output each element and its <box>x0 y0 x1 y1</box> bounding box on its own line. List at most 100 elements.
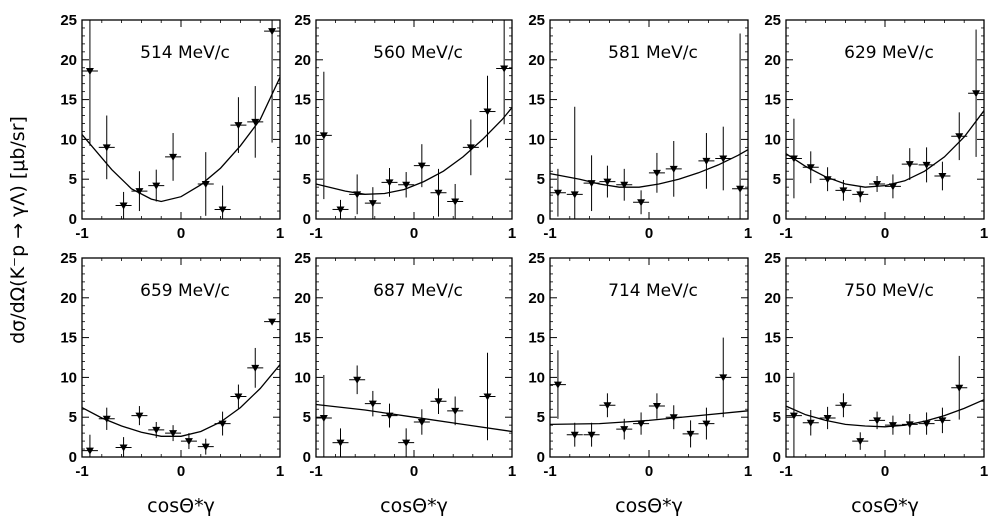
y-tick-label: 0 <box>773 449 781 466</box>
y-tick-label: 15 <box>294 330 311 347</box>
data-point <box>336 206 345 214</box>
data-point <box>201 180 210 188</box>
fit-curve <box>315 107 513 195</box>
fit-curve <box>785 399 985 428</box>
data-point <box>234 393 243 401</box>
y-tick-label: 25 <box>60 250 77 267</box>
data-point <box>368 200 377 208</box>
y-tick-label: 0 <box>303 449 311 466</box>
data-point <box>888 422 897 430</box>
data-point <box>888 183 897 191</box>
data-point <box>336 439 345 447</box>
data-point <box>135 412 144 420</box>
data-point <box>319 132 328 140</box>
data-point <box>466 144 475 152</box>
y-tick-label: 10 <box>764 369 781 386</box>
fit-curve <box>315 403 513 433</box>
y-tick-label: 10 <box>60 131 77 148</box>
data-point <box>856 438 865 446</box>
panel-title: 659 MeV/c <box>140 281 230 301</box>
data-point <box>603 178 612 186</box>
data-point <box>856 191 865 199</box>
data-point <box>637 199 646 207</box>
data-point <box>587 431 596 439</box>
y-tick-label: 20 <box>60 290 77 307</box>
data-point <box>938 417 947 425</box>
data-point <box>353 376 362 384</box>
data-point <box>201 443 210 451</box>
data-point <box>251 118 260 126</box>
y-tick-label: 25 <box>764 12 781 29</box>
data-point <box>789 412 798 420</box>
x-tick-label: 1 <box>980 463 988 480</box>
fit-curve <box>549 410 749 426</box>
panel-title: 629 MeV/c <box>844 43 934 63</box>
x-tick-label: 0 <box>410 225 418 242</box>
x-tick-label: 1 <box>980 225 988 242</box>
data-point <box>319 414 328 422</box>
data-point <box>905 421 914 429</box>
y-tick-label: 25 <box>294 12 311 29</box>
y-tick-label: 20 <box>528 290 545 307</box>
data-point <box>938 173 947 181</box>
data-point <box>152 426 161 434</box>
data-point <box>972 90 981 98</box>
y-tick-label: 10 <box>528 369 545 386</box>
data-point <box>251 364 260 372</box>
y-tick-label: 0 <box>537 211 545 228</box>
x-axis-label: cosΘ*γ <box>147 495 215 517</box>
y-tick-label: 0 <box>537 449 545 466</box>
data-point <box>417 162 426 170</box>
x-tick-label: 1 <box>744 463 752 480</box>
x-tick-label: 1 <box>276 225 284 242</box>
y-tick-label: 15 <box>528 330 545 347</box>
y-tick-label: 5 <box>537 171 545 188</box>
data-point <box>353 191 362 199</box>
panel-title: 581 MeV/c <box>608 43 698 63</box>
panel-title: 514 MeV/c <box>140 43 230 63</box>
data-point <box>702 420 711 428</box>
y-tick-label: 20 <box>294 52 311 69</box>
data-point <box>789 155 798 163</box>
data-point <box>570 191 579 199</box>
data-point <box>955 384 964 392</box>
data-point <box>402 181 411 189</box>
y-tick-label: 10 <box>764 131 781 148</box>
x-axis-label: cosΘ*γ <box>615 495 683 517</box>
data-point <box>736 185 745 193</box>
y-tick-label: 5 <box>69 409 77 426</box>
data-point <box>620 426 629 434</box>
data-point <box>119 202 128 210</box>
data-point <box>823 176 832 184</box>
data-point <box>434 398 443 406</box>
data-point <box>553 189 562 197</box>
y-tick-label: 20 <box>294 290 311 307</box>
fit-curve <box>785 110 985 188</box>
data-point <box>719 374 728 382</box>
panel-title: 750 MeV/c <box>844 281 934 301</box>
data-point <box>553 381 562 389</box>
data-point <box>169 153 178 161</box>
data-point <box>873 417 882 425</box>
x-tick-label: -1 <box>309 225 322 242</box>
x-tick-label: 1 <box>276 463 284 480</box>
y-tick-label: 20 <box>528 52 545 69</box>
data-point <box>85 447 94 455</box>
data-point <box>570 431 579 439</box>
data-point <box>483 108 492 116</box>
data-point <box>839 402 848 410</box>
y-tick-label: 15 <box>60 92 77 109</box>
x-tick-label: 0 <box>177 463 185 480</box>
x-tick-label: 0 <box>645 225 653 242</box>
data-point <box>922 420 931 428</box>
fit-curve <box>81 77 281 203</box>
fit-curve <box>81 364 281 437</box>
data-point <box>268 318 277 326</box>
y-tick-label: 5 <box>773 409 781 426</box>
